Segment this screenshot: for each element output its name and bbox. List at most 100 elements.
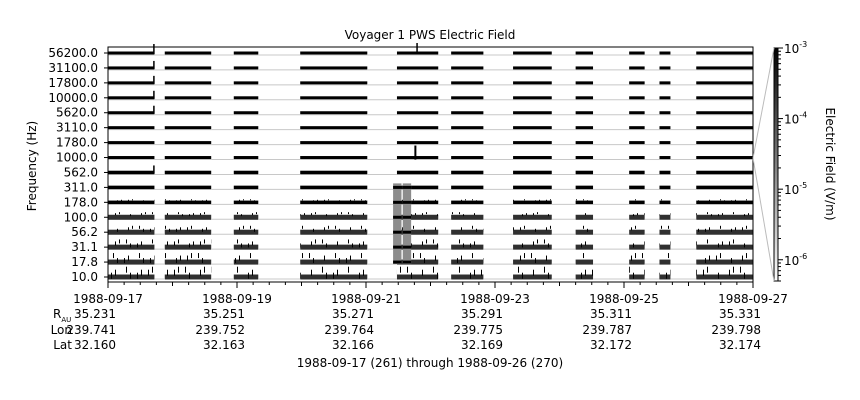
channel-noise-spike — [311, 269, 312, 276]
channel-noise-spike — [474, 269, 475, 276]
channel-noise-spike — [457, 258, 458, 264]
channel-noise-spike — [206, 199, 207, 201]
channel-noise-spike — [746, 199, 747, 201]
channel-noise-spike — [720, 199, 721, 201]
channel-noise-spike — [143, 228, 144, 232]
channel-noise-spike — [204, 239, 205, 244]
ephemeris-r-subscript: AU — [61, 316, 71, 324]
channel-noise-spike — [711, 214, 712, 217]
burst-channel-band — [402, 215, 412, 219]
channel-noise-spike — [592, 269, 593, 276]
channel-noise-spike — [202, 258, 203, 264]
burst-channel-band — [393, 245, 402, 249]
channel-noise-spike — [167, 241, 168, 246]
channel-noise-spike — [115, 269, 116, 276]
channel-noise-spike — [126, 266, 127, 273]
channel-noise-spike — [740, 266, 741, 273]
channel-noise-spike — [720, 225, 721, 229]
channel-noise-spike — [437, 272, 438, 279]
channel-noise-spike — [524, 225, 525, 229]
ephemeris-value-r: 35.271 — [332, 307, 374, 321]
frequency-tick-label: 10.0 — [71, 270, 98, 284]
channel-noise-spike — [139, 253, 140, 259]
channel-noise-spike — [709, 199, 710, 201]
channel-noise-spike — [167, 269, 168, 276]
channel-noise-spike — [130, 214, 131, 217]
channel-signal — [108, 141, 753, 145]
channel-noise-spike — [121, 199, 122, 201]
channel-noise-spike — [187, 227, 188, 231]
time-tick-label: 1988-09-23 — [460, 292, 530, 306]
burst-spike — [153, 105, 155, 114]
channel-noise-spike — [169, 228, 170, 232]
channel-noise-spike — [546, 199, 547, 201]
channel-noise-spike — [237, 266, 238, 273]
ephemeris-value-lon: 239.798 — [711, 323, 761, 337]
frequency-tick-label: 17800.0 — [48, 76, 98, 90]
channel-noise-spike — [722, 241, 723, 246]
ephemeris-value-r: 35.311 — [590, 307, 632, 321]
channel-noise-spike — [176, 228, 177, 232]
channel-noise-spike — [252, 213, 253, 216]
channel-noise-spike — [115, 213, 116, 216]
channel-noise-spike — [243, 199, 244, 201]
channel-noise-spike — [206, 227, 207, 231]
channel-noise-spike — [304, 213, 305, 216]
channel-noise-spike — [583, 253, 584, 259]
channel-signal — [108, 66, 753, 70]
channel-noise-spike — [333, 272, 334, 279]
burst-region — [402, 183, 412, 265]
data-gap — [211, 48, 234, 281]
channel-noise-spike — [174, 269, 175, 276]
channel-noise-spike — [435, 199, 436, 201]
ephemeris-value-r: 35.231 — [74, 307, 116, 321]
channel-noise-spike — [585, 269, 586, 276]
channel-noise-spike — [513, 199, 514, 201]
channel-noise-spike — [720, 253, 721, 259]
channel-noise-spike — [313, 258, 314, 264]
channel-noise-spike — [250, 253, 251, 259]
channel-signal — [108, 170, 753, 175]
channel-noise-spike — [128, 199, 129, 201]
channel-noise-spike — [513, 227, 514, 231]
channel-noise-spike — [533, 269, 534, 276]
channel-noise-spike — [361, 199, 362, 201]
frequency-tick-label: 10000.0 — [48, 91, 98, 105]
channel-noise-spike — [413, 199, 414, 201]
channel-noise-spike — [363, 269, 364, 276]
channel-noise-spike — [361, 225, 362, 229]
channel-noise-spike — [128, 255, 129, 261]
channel-noise-spike — [191, 225, 192, 229]
channel-noise-spike — [407, 266, 408, 273]
burst-channel-band — [402, 185, 412, 189]
channel-noise-spike — [481, 269, 482, 276]
channel-noise-spike — [635, 199, 636, 201]
channel-noise-spike — [413, 225, 414, 229]
channel-noise-spike — [546, 227, 547, 231]
channel-noise-spike — [666, 272, 667, 279]
burst-channel-band — [393, 230, 402, 234]
channel-noise-spike — [352, 243, 353, 248]
channel-noise-spike — [239, 255, 240, 261]
channel-noise-spike — [746, 225, 747, 229]
channel-noise-spike — [117, 258, 118, 264]
channel-noise-spike — [141, 269, 142, 276]
channel-noise-spike — [463, 243, 464, 248]
channel-noise-spike — [696, 213, 697, 216]
channel-noise-spike — [729, 241, 730, 246]
channel-noise-spike — [337, 241, 338, 246]
data-gap — [644, 48, 660, 281]
frequency-tick-labels: 10.017.831.156.2100.0178.0311.0562.01000… — [48, 46, 108, 284]
channel-noise-spike — [705, 228, 706, 232]
channel-noise-spike — [315, 212, 316, 215]
colorbar: 10-3 10-4 10-5 10-6 — [752, 40, 807, 282]
channel-noise-spike — [461, 255, 462, 261]
channel-noise-spike — [248, 243, 249, 248]
channel-noise-spike — [722, 213, 723, 216]
channel-noise-spike — [180, 227, 181, 231]
channel-noise-spike — [352, 214, 353, 217]
channel-noise-spike — [254, 228, 255, 232]
channel-noise-spike — [363, 213, 364, 216]
ephemeris-value-lat: 32.172 — [590, 338, 632, 352]
channel-noise-spike — [152, 212, 153, 215]
